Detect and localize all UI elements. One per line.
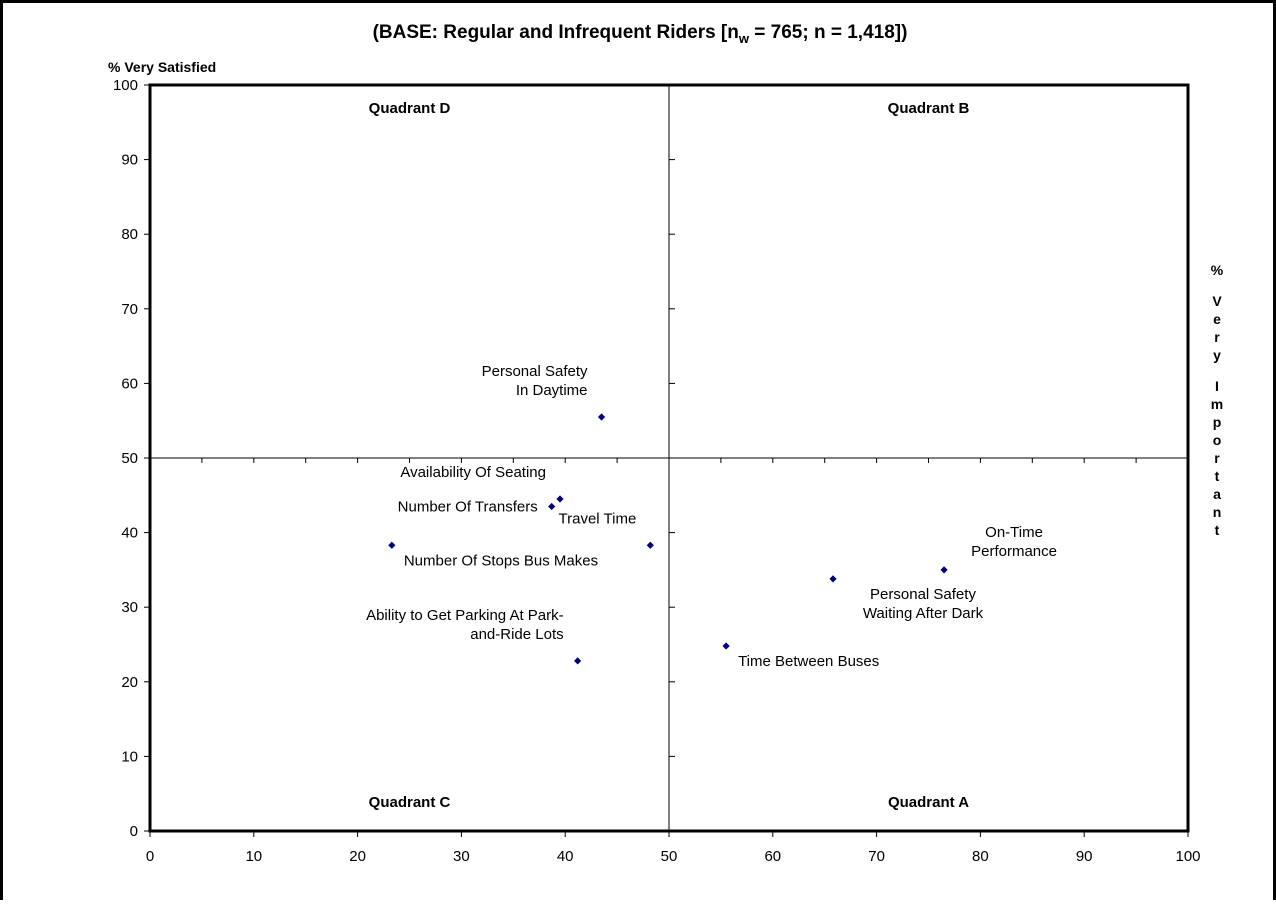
right-axis-label-char: o (1213, 432, 1222, 448)
x-tick-label: 100 (1175, 848, 1200, 865)
data-point-label-line: Number Of Transfers (398, 498, 538, 515)
x-tick-label: 70 (868, 848, 885, 865)
x-tick-label: 60 (764, 848, 781, 865)
data-point-label-line: and-Ride Lots (470, 626, 563, 643)
quadrant-label: Quadrant A (888, 794, 969, 811)
quadrant-label: Quadrant B (888, 100, 970, 117)
x-tick-label: 40 (557, 848, 574, 865)
x-tick-label: 30 (453, 848, 470, 865)
x-tick-label: 20 (349, 848, 366, 865)
y-tick-label: 0 (130, 823, 138, 840)
right-axis-label-char: a (1213, 486, 1221, 502)
data-point-label: Travel Time (559, 510, 637, 527)
right-axis-label-char: r (1214, 329, 1220, 345)
y-tick-label: 50 (121, 450, 138, 467)
data-point-label: Personal Safety Waiting After Dark (863, 586, 984, 622)
quadrant-label: Quadrant D (369, 100, 451, 117)
chart-title-subscript: w (738, 31, 750, 46)
data-point-label-line: On-Time (985, 524, 1043, 541)
data-point-marker (556, 495, 564, 503)
right-axis-label-char: % (1211, 262, 1224, 278)
data-point-label: Availability Of Seating (400, 464, 546, 481)
data-point-marker (574, 657, 582, 665)
data-point-marker (829, 575, 837, 583)
data-point-label: Number Of Transfers (398, 498, 538, 515)
data-point-label: Personal Safety In Daytime (482, 363, 588, 399)
y-axis-ticks: 0 10 20 30 40 50 60 70 80 90 100 (113, 77, 150, 840)
y-tick-label: 10 (121, 748, 138, 765)
y-axis-label: % Very Satisfied (108, 59, 216, 75)
chart-title-prefix: (BASE: Regular and Infrequent Riders [n (373, 22, 739, 43)
right-axis-label-char: e (1213, 311, 1221, 327)
data-point-marker (597, 413, 606, 421)
data-point-label-line: In Daytime (516, 382, 588, 399)
data-point-label: Number Of Stops Bus Makes (404, 552, 598, 569)
data-point-marker (722, 642, 730, 650)
data-points: Personal Safety In Daytime Availability Of… (366, 363, 1057, 670)
data-point-label-line: Ability to Get Parking At Park- (366, 607, 564, 624)
right-axis-label-char: y (1213, 347, 1221, 363)
x-tick-label: 90 (1076, 848, 1093, 865)
data-point-label-line: Availability Of Seating (400, 464, 546, 481)
right-axis-label-char: I (1215, 378, 1219, 394)
data-point-label-line: Time Between Buses (738, 653, 879, 670)
y-tick-label: 40 (121, 525, 138, 542)
quadrant-label: Quadrant C (369, 794, 451, 811)
y-tick-label: 30 (121, 599, 138, 616)
x-tick-label: 50 (661, 848, 678, 865)
data-point-marker (388, 541, 396, 549)
data-point-label-line: Travel Time (559, 510, 637, 527)
y-tick-label: 80 (121, 226, 138, 243)
y-tick-label: 100 (113, 77, 138, 94)
right-axis-label-char: t (1215, 468, 1220, 484)
data-point-label: On-Time Performance (971, 524, 1057, 560)
chart-title: (BASE: Regular and Infrequent Riders [nw… (373, 22, 908, 46)
data-point-label: Time Between Buses (738, 653, 879, 670)
right-axis-label-char: m (1211, 396, 1223, 412)
data-point-label-line: Performance (971, 543, 1057, 560)
x-tick-label: 10 (245, 848, 262, 865)
right-axis-label-char: p (1213, 414, 1222, 430)
x-tick-label: 0 (146, 848, 154, 865)
data-point-marker (940, 566, 948, 574)
y-tick-label: 90 (121, 152, 138, 169)
data-point-label-line: Personal Safety (870, 586, 976, 603)
data-point-label-line: Waiting After Dark (863, 605, 984, 622)
y-tick-label: 70 (121, 301, 138, 318)
data-point-label: Ability to Get Parking At Park-and-Ride … (366, 607, 564, 643)
right-axis-label-char: t (1215, 522, 1220, 538)
y-tick-label: 20 (121, 674, 138, 691)
data-point-label-line: Personal Safety (482, 363, 588, 380)
data-point-marker (548, 502, 556, 511)
x-axis-ticks: 0 10 20 30 40 50 60 70 80 90 100 (146, 831, 1201, 865)
divider-minor-ticks (201, 84, 1137, 832)
chart-title-suffix: = 765; n = 1,418]) (749, 22, 907, 43)
right-axis-label-char: n (1213, 504, 1222, 520)
right-axis-label-char: V (1212, 293, 1222, 309)
y-tick-label: 60 (121, 375, 138, 392)
quadrant-labels: Quadrant D Quadrant B Quadrant C Quadrant A (369, 100, 970, 811)
right-axis-label-char: r (1214, 450, 1220, 466)
data-point-marker (646, 541, 654, 549)
x-tick-label: 80 (972, 848, 989, 865)
data-point-label-line: Number Of Stops Bus Makes (404, 552, 598, 569)
